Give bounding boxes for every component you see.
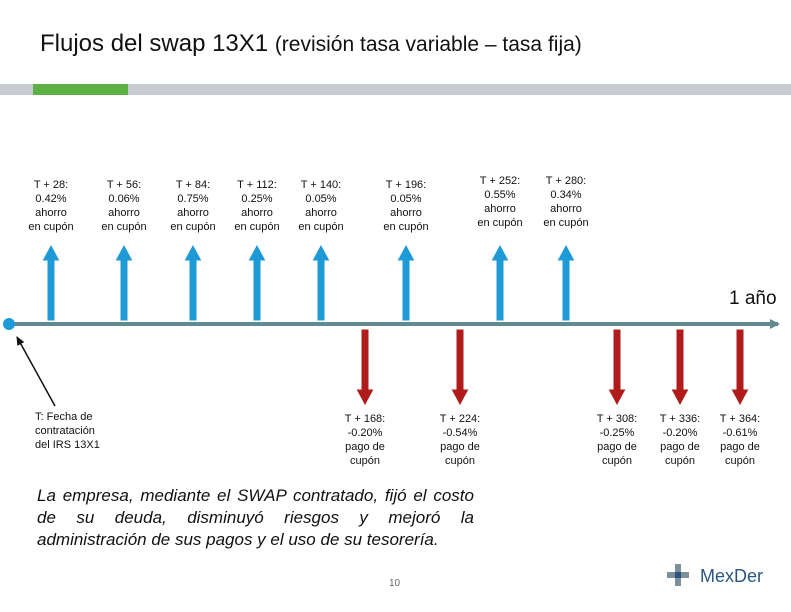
payment-arrow (608, 329, 626, 406)
flow-label-line: ahorro (305, 207, 337, 219)
payment-label: T + 336: -0.20% pago de cupón (644, 412, 716, 468)
header-band (0, 84, 791, 95)
flow-label-line: en cupón (234, 221, 280, 233)
title-subtitle: (revisión tasa variable – tasa fija) (274, 33, 582, 56)
flow-label-line: 0.05% (305, 193, 337, 205)
flow-label-line: T + 364: (719, 413, 761, 425)
savings-arrow (557, 244, 575, 321)
start-pointer-arrow (16, 336, 56, 407)
flow-label-line: T + 28: (33, 179, 69, 191)
flow-label-line: T + 168: (344, 413, 386, 425)
savings-arrow (184, 244, 202, 321)
flow-label-line: ahorro (550, 203, 582, 215)
flow-label-line: 0.42% (35, 193, 67, 205)
savings-label: T + 56: 0.06% ahorro en cupón (88, 178, 160, 234)
savings-arrow (42, 244, 60, 321)
flow-label-line: T + 56: (106, 179, 142, 191)
payment-label: T + 224: -0.54% pago de cupón (424, 412, 496, 468)
flow-label-line: 0.05% (390, 193, 422, 205)
payment-arrow (451, 329, 469, 406)
page-number: 10 (389, 578, 401, 589)
flow-label-line: cupón (350, 455, 380, 467)
flow-label-line: ahorro (390, 207, 422, 219)
year-label: 1 año (729, 288, 777, 309)
flow-label-line: pago de (597, 441, 637, 453)
savings-arrow (115, 244, 133, 321)
timeline-start-dot (3, 318, 15, 330)
flow-label-line: -0.20% (347, 427, 383, 439)
flow-label-line: en cupón (101, 221, 147, 233)
start-label: T: Fecha de contratación del IRS 13X1 (35, 410, 155, 452)
flow-label-line: 0.06% (108, 193, 140, 205)
flow-label-line: T + 140: (300, 179, 342, 191)
flow-label-line: 0.25% (241, 193, 273, 205)
savings-label: T + 252: 0.55% ahorro en cupón (464, 174, 536, 230)
savings-label: T + 140: 0.05% ahorro en cupón (285, 178, 357, 234)
flow-label-line: 0.34% (550, 189, 582, 201)
summary-paragraph: La empresa, mediante el SWAP contratado,… (37, 486, 474, 549)
flow-label-line: T + 308: (596, 413, 638, 425)
flow-label-line: cupón (665, 455, 695, 467)
title-main: Flujos del swap 13X1 (40, 30, 269, 57)
start-label-line: T: Fecha de (35, 411, 93, 423)
flow-label-line: ahorro (241, 207, 273, 219)
flow-label-line: ahorro (108, 207, 140, 219)
savings-arrow (312, 244, 330, 321)
flow-label-line: cupón (602, 455, 632, 467)
payment-label: T + 308: -0.25% pago de cupón (581, 412, 653, 468)
start-label-line: del IRS 13X1 (35, 439, 100, 451)
flow-label-line: -0.61% (722, 427, 758, 439)
flow-label-line: 0.75% (177, 193, 209, 205)
flow-label-line: pago de (440, 441, 480, 453)
flow-label-line: ahorro (484, 203, 516, 215)
mexder-logo-icon (667, 564, 689, 586)
flow-label-line: T + 224: (439, 413, 481, 425)
flow-label-line: T + 252: (479, 175, 521, 187)
slide-title: Flujos del swap 13X1 (revisión tasa vari… (40, 30, 582, 58)
flow-label-line: en cupón (298, 221, 344, 233)
logo-text: MexDer (700, 566, 764, 586)
flow-label-line: T + 280: (545, 175, 587, 187)
flow-label-line: cupón (725, 455, 755, 467)
flow-label-line: T + 196: (385, 179, 427, 191)
flow-label-line: cupón (445, 455, 475, 467)
savings-arrow (397, 244, 415, 321)
header-accent-bar (33, 84, 128, 95)
flow-label-line: en cupón (383, 221, 429, 233)
flow-label-line: -0.25% (599, 427, 635, 439)
flow-label-line: T + 84: (175, 179, 211, 191)
flow-label-line: T + 112: (237, 179, 277, 191)
savings-label: T + 112: 0.25% ahorro en cupón (221, 178, 293, 234)
savings-label: T + 84: 0.75% ahorro en cupón (157, 178, 229, 234)
savings-label: T + 196: 0.05% ahorro en cupón (370, 178, 442, 234)
flow-label-line: -0.54% (442, 427, 478, 439)
flow-label-line: en cupón (477, 217, 523, 229)
savings-arrow (491, 244, 509, 321)
flow-label-line: 0.55% (484, 189, 516, 201)
savings-label: T + 28: 0.42% ahorro en cupón (15, 178, 87, 234)
flow-label-line: en cupón (170, 221, 216, 233)
savings-label: T + 280: 0.34% ahorro en cupón (530, 174, 602, 230)
payment-label: T + 364: -0.61% pago de cupón (704, 412, 776, 468)
payment-arrow (356, 329, 374, 406)
flow-label-line: pago de (720, 441, 760, 453)
flow-label-line: en cupón (28, 221, 74, 233)
flow-label-line: T + 336: (659, 413, 701, 425)
flow-label-line: ahorro (177, 207, 209, 219)
flow-label-line: ahorro (35, 207, 67, 219)
payment-arrow (671, 329, 689, 406)
savings-arrow (248, 244, 266, 321)
flow-label-line: en cupón (543, 217, 589, 229)
flow-label-line: pago de (660, 441, 700, 453)
start-label-line: contratación (35, 425, 95, 437)
flow-label-line: pago de (345, 441, 385, 453)
payment-label: T + 168: -0.20% pago de cupón (329, 412, 401, 468)
flow-label-line: -0.20% (662, 427, 698, 439)
payment-arrow (731, 329, 749, 406)
